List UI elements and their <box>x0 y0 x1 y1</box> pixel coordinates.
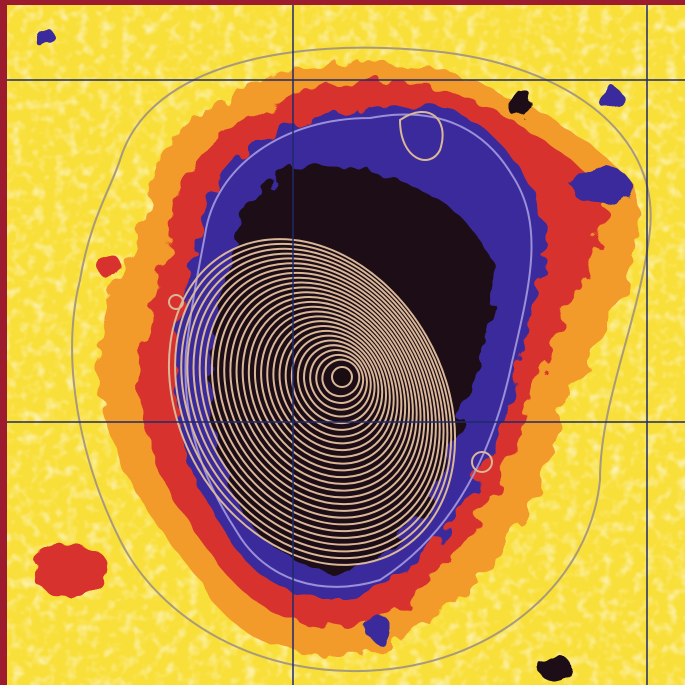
source <box>600 88 624 112</box>
source <box>366 618 394 642</box>
peak <box>332 367 352 387</box>
source <box>35 28 55 48</box>
source <box>96 253 120 277</box>
contour-image <box>0 0 685 685</box>
source <box>30 544 110 596</box>
source <box>506 89 534 117</box>
page: (() => { const data = JSON.parse(documen… <box>0 0 685 685</box>
frame-top <box>0 0 685 5</box>
source <box>570 165 630 205</box>
frame-left <box>0 0 7 685</box>
source <box>539 654 571 682</box>
